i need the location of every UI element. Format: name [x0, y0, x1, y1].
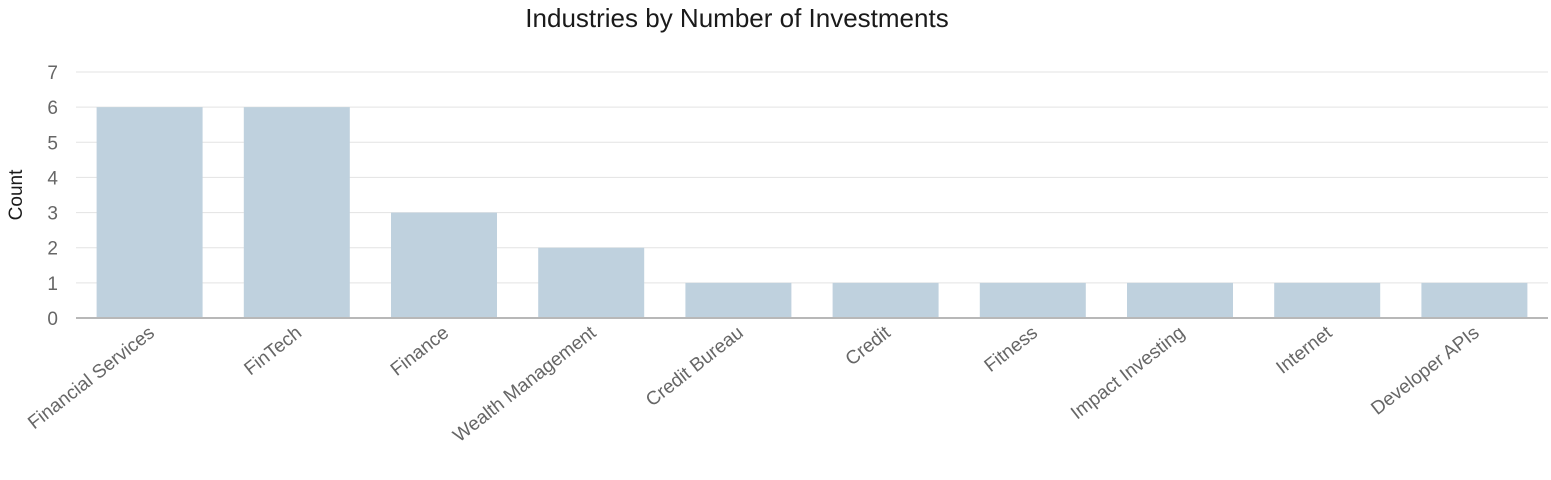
- bar-finance: [391, 212, 497, 318]
- bars: [96, 107, 1528, 319]
- bar-wealth-management: [538, 247, 645, 318]
- bar-credit: [832, 282, 939, 318]
- bar-impact-investing: [1127, 282, 1233, 318]
- x-tick-label: Credit Bureau: [642, 322, 747, 411]
- y-tick-label: 7: [47, 63, 58, 84]
- x-tick-label: FinTech: [241, 322, 306, 380]
- y-tick-label: 3: [47, 204, 58, 225]
- x-tick-label: Financial Services: [24, 322, 158, 433]
- y-tick-label: 5: [47, 133, 58, 154]
- bar-financial-services: [96, 107, 203, 319]
- y-tick-label: 2: [47, 239, 58, 260]
- bar-credit-bureau: [685, 282, 792, 318]
- y-tick-label: 1: [47, 274, 58, 295]
- x-tick-label: Credit: [842, 322, 895, 370]
- bar-fitness: [979, 282, 1086, 318]
- y-tick-label: 4: [47, 168, 58, 189]
- x-tick-label: Impact Investing: [1067, 322, 1189, 424]
- y-tick-label: 6: [47, 98, 58, 119]
- chart-title: Industries by Number of Investments: [525, 3, 948, 33]
- y-tick-label: 0: [47, 309, 58, 330]
- bar-developer-apis: [1421, 282, 1528, 318]
- x-tick-label: Wealth Management: [449, 322, 600, 447]
- y-axis-label: Count: [6, 169, 27, 220]
- bar-internet: [1274, 282, 1381, 318]
- bar-fintech: [243, 107, 350, 319]
- y-axis-ticks: 0 1 2 3 4 5 6 7: [47, 63, 58, 330]
- x-tick-label: Finance: [387, 322, 453, 380]
- x-tick-label: Fitness: [981, 322, 1042, 376]
- x-tick-label: Developer APIs: [1367, 322, 1483, 419]
- x-tick-label: Internet: [1273, 322, 1337, 379]
